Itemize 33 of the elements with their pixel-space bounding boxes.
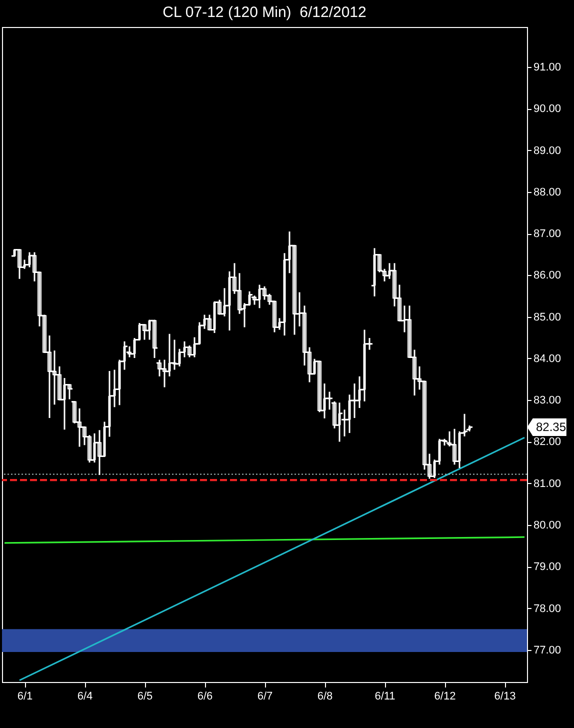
x-tick-label: 6/7 bbox=[257, 690, 273, 702]
candlestick bbox=[336, 402, 344, 442]
y-tick-label: 81.00 bbox=[534, 478, 562, 490]
x-tick-label: 6/8 bbox=[317, 690, 333, 702]
x-tick-label: 6/13 bbox=[494, 690, 516, 702]
text: 82.35 bbox=[536, 420, 566, 434]
x-tick-label: 6/12 bbox=[434, 690, 456, 702]
y-tick-label: 86.00 bbox=[534, 270, 562, 282]
y-tick-label: 91.00 bbox=[534, 61, 562, 74]
y-tick-label: 82.00 bbox=[534, 436, 562, 448]
candlestick bbox=[150, 318, 158, 359]
chart-title: CL 07-12 (120 Min) 6/12/2012 bbox=[162, 4, 366, 21]
y-tick-label: 79.00 bbox=[534, 561, 562, 574]
x-tick-label: 6/1 bbox=[17, 690, 33, 702]
y-tick-label: 84.00 bbox=[534, 352, 562, 365]
y-tick-label: 87.00 bbox=[534, 228, 562, 240]
y-tick-label: 83.00 bbox=[534, 394, 562, 407]
y-tick-label: 78.00 bbox=[534, 602, 562, 615]
y-tick-label: 85.00 bbox=[534, 311, 562, 324]
candlestick bbox=[140, 324, 148, 340]
y-tick-label: 88.00 bbox=[534, 186, 562, 198]
y-tick-label: 89.00 bbox=[534, 144, 562, 157]
x-tick-label: 6/6 bbox=[197, 690, 213, 702]
candlestick bbox=[256, 284, 264, 309]
y-tick-label: 77.00 bbox=[534, 644, 562, 656]
candlestick bbox=[16, 249, 24, 280]
y-tick-label: 80.00 bbox=[534, 520, 562, 532]
candlestick bbox=[370, 247, 378, 298]
x-tick-label: 6/11 bbox=[374, 690, 396, 702]
x-tick-label: 6/5 bbox=[137, 690, 153, 702]
x-tick-label: 6/4 bbox=[77, 690, 93, 702]
candlestick bbox=[450, 428, 458, 466]
y-tick-label: 90.00 bbox=[534, 103, 562, 116]
